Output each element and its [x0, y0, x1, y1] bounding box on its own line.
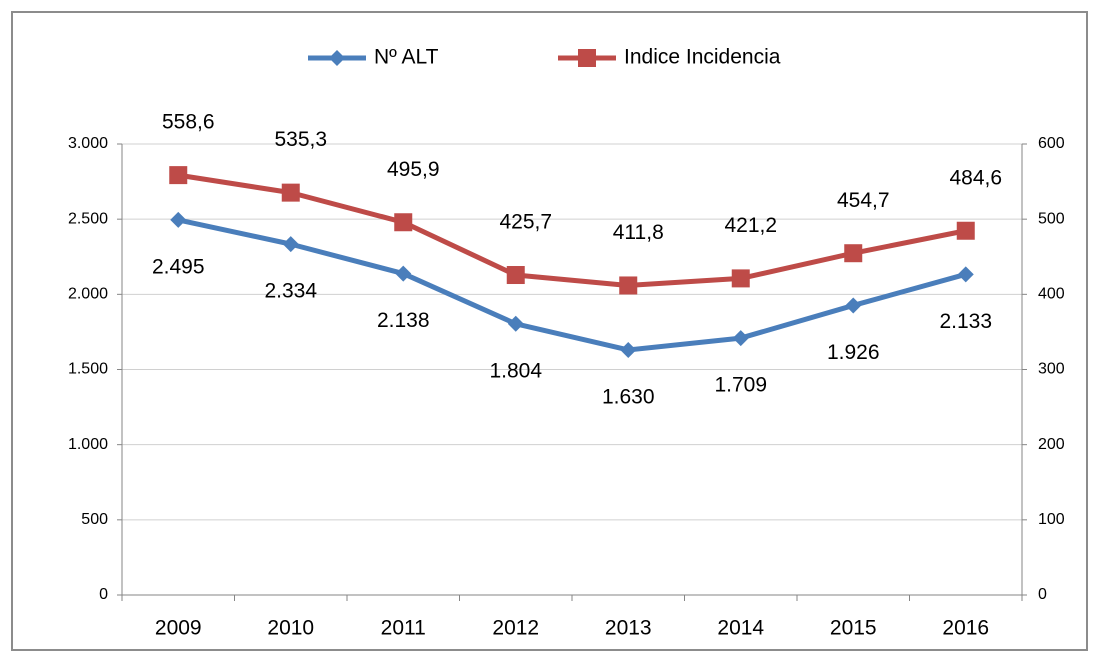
point — [957, 266, 974, 283]
data-label: 425,7 — [499, 211, 552, 234]
point — [394, 213, 413, 232]
y2-tick-label: 500 — [1038, 210, 1065, 227]
data-label: 2.133 — [939, 310, 992, 333]
y-tick-label: 2.000 — [68, 286, 108, 303]
data-label: 411,8 — [613, 221, 664, 244]
data-label: 2.495 — [152, 255, 205, 278]
data-label: 1.630 — [602, 386, 655, 409]
point — [619, 276, 638, 295]
point — [844, 244, 863, 263]
point — [507, 315, 524, 332]
point — [620, 341, 637, 358]
point — [281, 183, 300, 202]
series-line — [177, 172, 967, 288]
y-tick-label: 0 — [99, 586, 108, 603]
y2-tick-label: 200 — [1038, 436, 1065, 453]
y2-tick-label: 400 — [1038, 286, 1065, 303]
x-tick-label: 2014 — [717, 617, 764, 640]
data-label: 535,3 — [274, 128, 327, 151]
y-tick-label: 2.500 — [68, 210, 108, 227]
data-label: 484,6 — [949, 166, 1002, 189]
data-label: 2.334 — [264, 280, 317, 303]
data-label: 421,2 — [724, 214, 777, 237]
point — [731, 269, 750, 288]
data-label: 454,7 — [837, 189, 890, 212]
x-tick-label: 2011 — [381, 617, 426, 640]
data-label: 2.138 — [377, 309, 430, 332]
data-label: 1.804 — [489, 359, 542, 382]
y2-tick-label: 100 — [1038, 511, 1065, 528]
series-line — [177, 217, 967, 353]
legend-marker — [578, 49, 596, 67]
legend-label: Indice Incidencia — [624, 46, 781, 69]
y-tick-label: 1.000 — [68, 436, 108, 453]
legend-label: Nº ALT — [374, 46, 439, 69]
y-tick-label: 1.500 — [68, 361, 108, 378]
y2-tick-label: 600 — [1038, 135, 1065, 152]
point — [845, 297, 862, 314]
point — [395, 265, 412, 282]
data-label: 1.709 — [714, 374, 767, 397]
point — [732, 330, 749, 347]
x-tick-label: 2013 — [605, 617, 652, 640]
x-tick-label: 2009 — [155, 617, 202, 640]
y2-tick-label: 0 — [1038, 586, 1047, 603]
y-tick-label: 500 — [81, 511, 108, 528]
x-tick-label: 2010 — [267, 617, 314, 640]
legend-marker — [329, 50, 345, 66]
data-label: 495,9 — [387, 158, 440, 181]
point — [170, 211, 187, 228]
x-tick-label: 2016 — [942, 617, 989, 640]
point — [169, 166, 188, 185]
y2-tick-label: 300 — [1038, 361, 1065, 378]
x-tick-label: 2015 — [830, 617, 877, 640]
point — [282, 236, 299, 253]
data-label: 558,6 — [162, 111, 215, 134]
data-label: 1.926 — [827, 341, 880, 364]
point — [506, 266, 525, 285]
x-tick-label: 2012 — [492, 617, 539, 640]
point — [956, 221, 975, 240]
y-tick-label: 3.000 — [68, 135, 108, 152]
